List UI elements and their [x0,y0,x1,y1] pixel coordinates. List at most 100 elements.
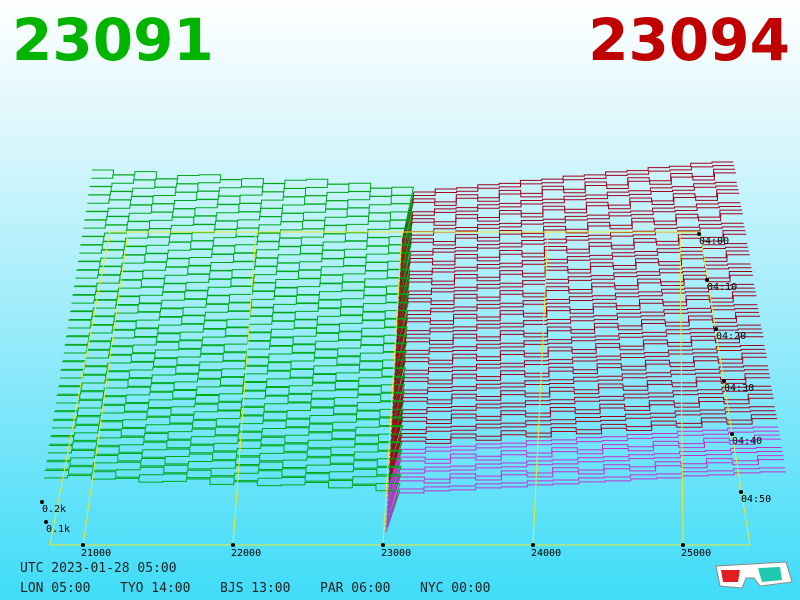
city-time: TYO 14:00 [120,581,190,596]
floor-grid [40,231,751,547]
ask-depth-line [391,348,766,419]
grid-line [232,231,257,546]
bid-depth-line [63,349,406,414]
city-time: PAR 06:00 [320,581,390,596]
bid-depth-line [49,441,402,499]
bid-depth-line [88,194,413,266]
bid-depth-line [78,254,411,323]
bid-depth-line [50,436,403,495]
ask-depth-line [388,418,778,485]
city-time: LON 05:00 [20,581,90,596]
bid-depth-line [54,411,404,471]
ask-depth-line [397,230,746,309]
ask-depth-line [399,189,739,271]
ask-depth-line [394,295,757,371]
bid-depth-line [66,329,407,395]
city-time: BJS 13:00 [220,581,290,596]
tick-dot [44,520,48,524]
bid-depth-line [72,294,409,361]
ask-depth-line [396,254,750,333]
bid-depth-line [73,291,409,357]
tick-dot [722,379,726,383]
ask-depth-line [398,213,743,295]
x-tick-label: 22000 [231,548,261,559]
ask-depth-line [385,471,786,533]
bid-depth-line [59,379,405,442]
ask-depth-line [401,161,734,243]
bid-depth-line [57,391,405,452]
ask-depth-line [390,369,769,438]
bid-depth-line [44,475,401,533]
tick-dot [531,543,535,547]
ask-depth-line [389,393,773,461]
bid-depth-line [46,461,402,518]
ask-depth-line [394,304,758,376]
bid-depth-line [55,399,404,461]
ask-depth-line [398,222,744,300]
ask-depth-line [387,430,779,495]
bid-depth-line [74,279,410,347]
ask-depth-line [385,467,785,528]
ask-depth-line [392,345,765,414]
x-tick-label: 25000 [681,548,711,559]
ask-depth-line [386,447,782,509]
ask-depth-line [396,267,752,342]
ask-depth-line [387,434,780,499]
bid-depth-line [81,236,412,304]
tick-dot [697,232,701,236]
floor-outline [49,231,751,546]
bid-depth-line [82,229,412,300]
ask-depth-line [397,233,747,314]
tick-dot [231,543,235,547]
depth-tick-label: 0.1k [46,524,70,535]
bid-depth-line [48,445,402,504]
ask-depth-line [387,426,779,490]
ask-depth-line [391,352,766,423]
bid-depth-line [64,344,407,409]
ask-depth-line [396,250,749,328]
bid-depth-line [58,386,405,447]
bid-depth-line [59,374,405,438]
time-tick-label: 04:30 [724,383,754,394]
grid-line [82,231,129,546]
ask-price: 23094 [588,6,790,74]
bid-depth-line [62,361,406,423]
x-tick-label: 24000 [531,548,561,559]
utc-time: UTC 2023-01-28 05:00 [20,561,177,576]
grid-line [532,231,549,546]
bid-depth-line [44,470,401,528]
ask-depth-line [400,181,737,262]
ask-depth-line [392,332,763,404]
time-tick-label: 04:00 [699,236,729,247]
bid-depth-line [47,450,402,509]
ask-depth-line [395,271,753,347]
ask-depth-line [389,389,773,457]
x-tick-label: 23000 [381,548,411,559]
ask-depth-line [396,263,751,338]
ask-depth-line [393,324,761,395]
city-time: NYC 00:00 [420,581,490,596]
bid-depth-line [52,419,403,480]
ask-depth-line [389,397,774,466]
tick-dot [81,543,85,547]
ask-depth-line [399,202,741,281]
time-tick-label: 04:40 [732,436,762,447]
ask-depth-line [388,414,777,480]
tick-dot [730,432,734,436]
ask-depth-line [400,168,735,252]
x-tick-label: 21000 [81,548,111,559]
ask-depth-line [390,373,770,442]
ask-depth-line [400,185,738,266]
ask-depth-line [401,165,735,247]
tick-dot [714,327,718,331]
ask-depth-line [388,406,775,471]
grid-line [382,231,403,546]
bid-depth-line [90,179,414,252]
tick-dot [381,543,385,547]
bid-depth-line [53,416,404,476]
ask-depth-line [393,311,760,385]
ask-depth-line [386,455,784,518]
ask-depth-line [391,365,768,433]
